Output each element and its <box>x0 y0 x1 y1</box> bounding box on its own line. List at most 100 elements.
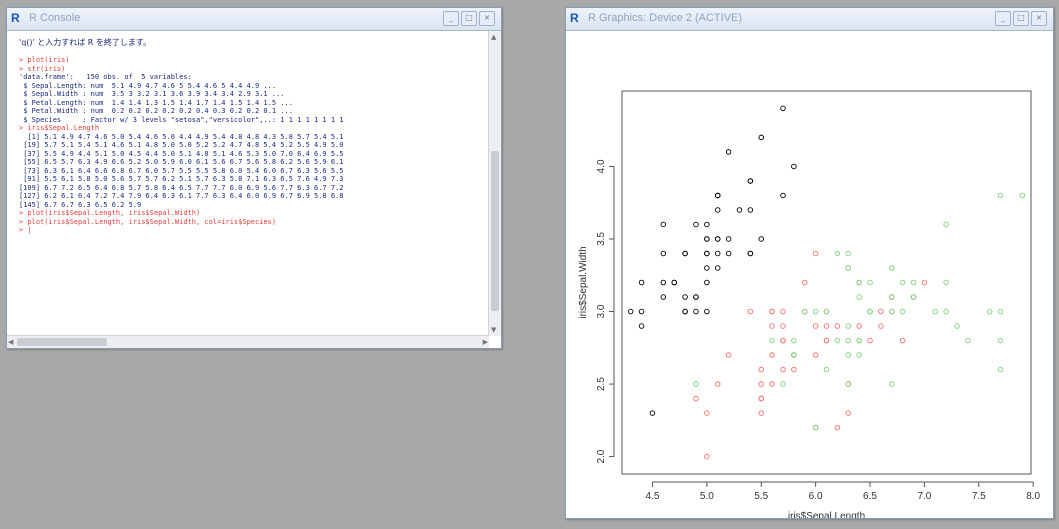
r-console-window[interactable]: R R Console _ □ × 'q()' と入力すれば R を終了します。… <box>6 7 502 349</box>
data-point <box>801 308 808 315</box>
data-point <box>769 323 775 329</box>
plot-frame <box>621 90 1032 475</box>
minimize-button[interactable]: _ <box>443 11 459 26</box>
data-point <box>878 323 884 329</box>
data-point <box>823 323 830 329</box>
data-point <box>704 236 710 242</box>
data-point <box>856 352 862 358</box>
console-output-line: [1] 5.1 4.9 4.7 4.6 5.0 5.4 4.6 5.0 4.4 … <box>19 132 344 141</box>
console-command-line: > iris$Sepal.Length <box>19 124 100 132</box>
console-output-line: $ Sepal.Length: num 5.1 4.9 4.7 4.6 5 5.… <box>19 81 277 90</box>
x-tick-label: 8.0 <box>1026 491 1040 502</box>
data-point <box>791 163 797 170</box>
console-titlebar[interactable]: R R Console _ □ × <box>7 8 501 31</box>
data-point <box>834 323 841 329</box>
data-point <box>943 279 949 286</box>
data-point <box>671 279 677 286</box>
data-point <box>693 395 699 402</box>
console-window-controls: _ □ × <box>443 11 495 26</box>
console-output-line: $ Species : Factor w/ 3 levels "setosa",… <box>19 115 344 124</box>
data-point <box>769 381 775 387</box>
data-point <box>638 308 645 315</box>
maximize-button[interactable]: □ <box>1013 11 1029 26</box>
x-tick-label: 4.5 <box>646 491 660 502</box>
data-point <box>714 236 721 242</box>
data-point <box>747 308 754 315</box>
data-point <box>812 250 819 257</box>
data-point <box>921 279 928 286</box>
maximize-button[interactable]: □ <box>461 11 477 26</box>
data-point <box>791 352 797 358</box>
data-point <box>758 134 764 141</box>
data-point <box>986 308 993 315</box>
console-vertical-scrollbar[interactable]: ▲ ▼ <box>488 31 501 336</box>
data-point <box>704 279 710 286</box>
console-horizontal-scroll-thumb[interactable] <box>17 338 107 346</box>
data-point <box>660 221 667 228</box>
graphics-canvas: 4.5 5.0 5.5 6.0 6.5 7.0 7.5 8.0 2.0 2.5 3.0 3.5 4.0 i… <box>566 31 1053 522</box>
data-point <box>834 424 841 431</box>
close-button[interactable]: × <box>1031 11 1047 26</box>
scroll-down-icon[interactable]: ▼ <box>491 326 497 334</box>
console-output-line: $ Petal.Length: num 1.4 1.4 1.3 1.5 1.4 … <box>19 98 293 107</box>
close-button[interactable]: × <box>479 11 495 26</box>
data-point <box>704 308 710 315</box>
minimize-button[interactable]: _ <box>995 11 1011 26</box>
data-point <box>812 308 819 315</box>
scroll-up-icon[interactable]: ▲ <box>491 33 497 41</box>
data-point <box>997 192 1004 199</box>
data-point <box>845 410 852 416</box>
data-point <box>660 279 667 286</box>
data-point <box>758 366 764 373</box>
data-point <box>1019 192 1026 199</box>
console-command-line: > | <box>19 226 32 234</box>
data-point <box>780 323 786 329</box>
data-point <box>780 192 786 199</box>
graphics-window-controls: _ □ × <box>995 11 1047 26</box>
data-point <box>682 294 688 300</box>
data-point <box>889 294 895 300</box>
data-point <box>845 323 852 329</box>
data-point <box>899 337 906 344</box>
data-point <box>714 250 721 257</box>
scroll-left-icon[interactable]: ◀ <box>8 338 14 346</box>
graphics-titlebar[interactable]: R R Graphics: Device 2 (ACTIVE) _ □ × <box>566 8 1053 31</box>
data-point <box>823 337 830 344</box>
data-point <box>780 105 786 112</box>
data-point <box>693 308 699 315</box>
data-point <box>736 207 743 213</box>
y-tick-label: 3.0 <box>596 304 607 318</box>
data-point <box>747 178 754 184</box>
data-point <box>954 323 960 329</box>
scroll-right-icon[interactable]: ▶ <box>482 338 488 346</box>
x-tick-label: 7.5 <box>972 491 986 502</box>
data-point <box>965 337 971 344</box>
data-point <box>791 366 797 373</box>
data-point <box>682 308 688 315</box>
data-point <box>758 236 764 242</box>
r-logo-icon: R <box>570 11 579 25</box>
data-point <box>791 337 797 344</box>
console-output-line: $ Petal.Width : num 0.2 0.2 0.2 0.2 0.2 … <box>19 107 293 115</box>
console-vertical-scroll-thumb[interactable] <box>491 151 499 311</box>
data-point <box>714 207 721 213</box>
x-tick-label: 5.5 <box>754 491 768 502</box>
data-point <box>845 250 852 257</box>
data-point <box>725 149 732 155</box>
data-point <box>747 207 754 213</box>
data-point <box>943 221 949 228</box>
data-point <box>867 279 873 286</box>
data-point <box>823 366 830 373</box>
data-point <box>780 381 786 387</box>
r-graphics-window[interactable]: R R Graphics: Device 2 (ACTIVE) _ □ × 4.… <box>565 7 1054 522</box>
data-point <box>889 265 895 271</box>
console-horizontal-scrollbar[interactable]: ◀ ▶ <box>7 335 489 348</box>
data-point <box>638 279 645 286</box>
data-point <box>856 279 862 286</box>
y-axis-label: iris$Sepal.Width <box>578 246 589 318</box>
console-output-line: [127] 6.2 6.1 6.4 7.2 7.4 7.9 6.4 6.3 6.… <box>19 192 344 200</box>
data-point <box>660 250 667 257</box>
data-point <box>780 337 786 344</box>
data-point <box>910 294 917 300</box>
console-output[interactable]: 'q()' と入力すれば R を終了します。 > plot(iris) > str… <box>7 31 489 336</box>
